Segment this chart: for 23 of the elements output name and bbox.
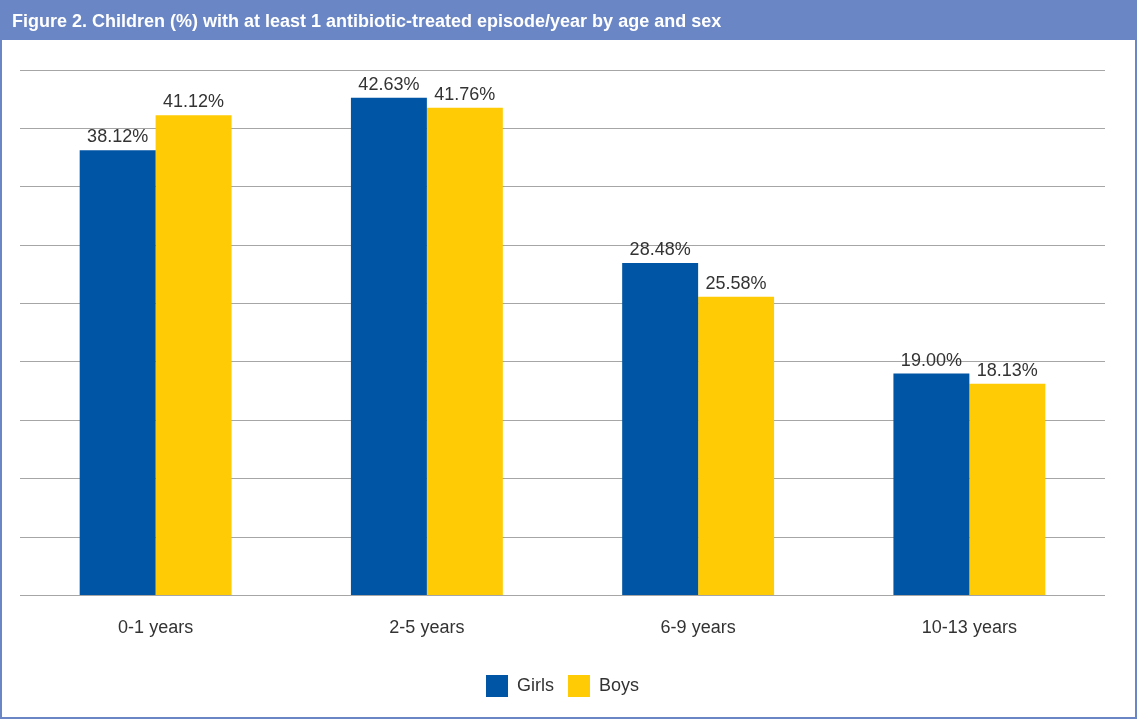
chart-title: Figure 2. Children (%) with at least 1 antibiotic-treated episode/year by age and sex xyxy=(2,2,1135,40)
legend-label: Girls xyxy=(517,674,554,695)
x-tick-label: 0-1 years xyxy=(118,617,194,638)
bar xyxy=(79,150,156,595)
bar xyxy=(350,97,427,595)
x-tick-label: 2-5 years xyxy=(389,617,465,638)
x-tick-label: 6-9 years xyxy=(660,617,736,638)
bar xyxy=(622,262,699,595)
data-label: 41.12% xyxy=(163,91,225,112)
data-label: 25.58% xyxy=(705,272,767,293)
bar xyxy=(155,115,232,595)
data-label: 19.00% xyxy=(900,349,962,370)
data-label: 42.63% xyxy=(358,73,420,94)
legend-label: Boys xyxy=(598,674,640,695)
data-label: 18.13% xyxy=(976,359,1038,380)
data-label: 28.48% xyxy=(629,238,691,259)
bar xyxy=(698,296,775,595)
data-label: 41.76% xyxy=(434,83,496,104)
bar xyxy=(426,107,503,595)
bar xyxy=(969,383,1046,595)
x-tick-label: 10-13 years xyxy=(921,617,1017,638)
data-label: 38.12% xyxy=(87,126,149,147)
bar xyxy=(893,373,970,595)
